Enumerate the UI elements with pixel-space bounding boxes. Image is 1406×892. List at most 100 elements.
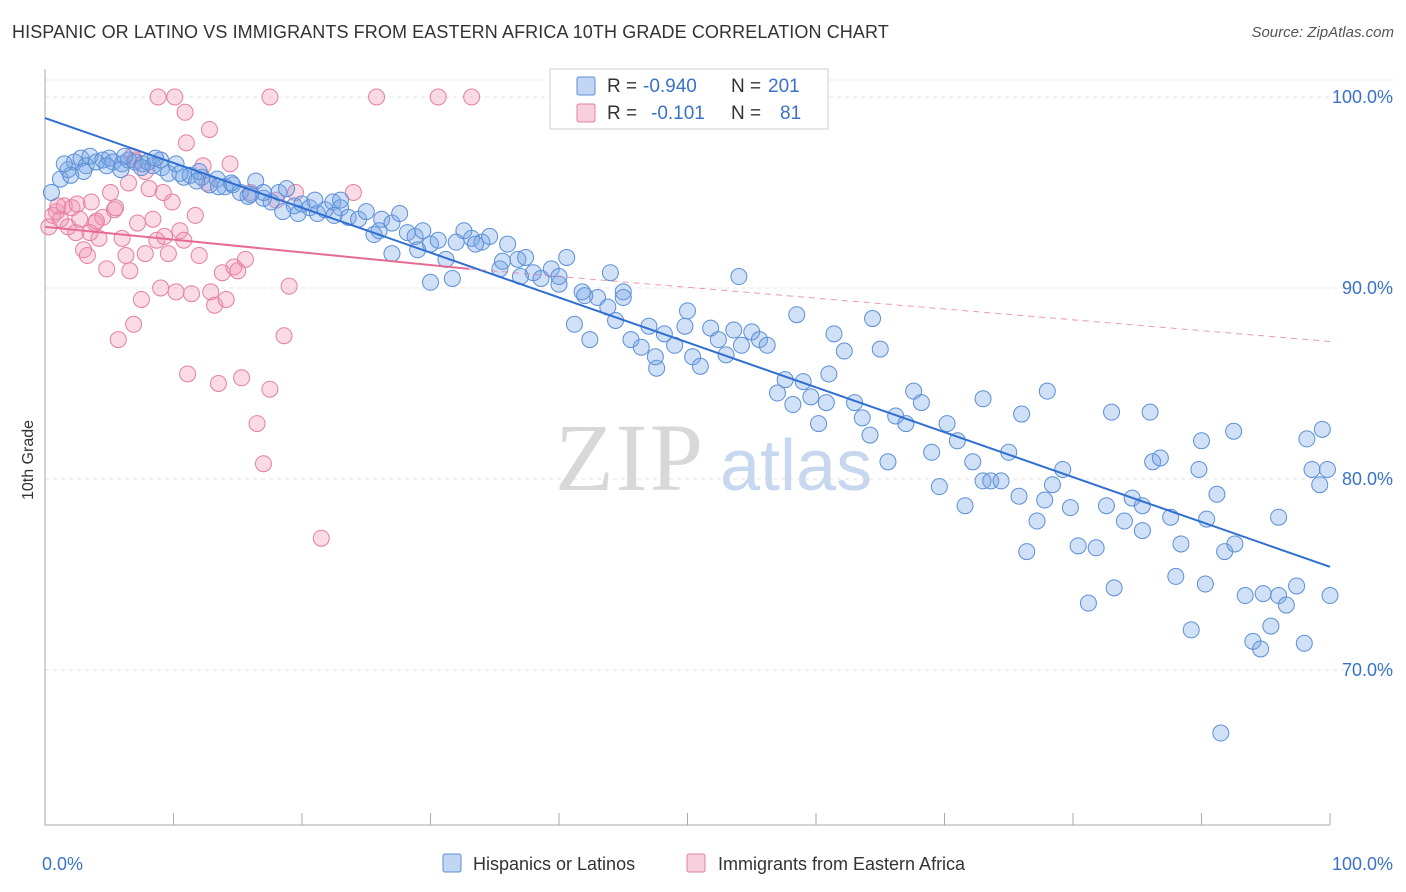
data-point-pink	[275, 327, 293, 345]
data-point-blue	[1311, 476, 1329, 494]
data-point-pink	[140, 180, 158, 198]
data-point-blue	[730, 268, 748, 286]
data-point-blue	[1172, 535, 1190, 553]
data-point-blue	[679, 302, 696, 320]
data-point-pink	[202, 283, 220, 301]
trend-line-pink	[44, 225, 470, 270]
data-point-pink	[248, 415, 266, 433]
data-point-pink	[159, 245, 177, 263]
data-point-blue	[466, 235, 484, 253]
y-tick-label: 80.0%	[1342, 469, 1393, 489]
data-point-blue	[1225, 422, 1243, 440]
stats-pink-n-label: N =	[731, 103, 761, 124]
data-point-blue	[912, 394, 930, 412]
legend-blue-label: Hispanics or Latinos	[473, 854, 635, 874]
data-point-blue	[788, 306, 806, 324]
data-point-blue	[274, 203, 292, 221]
data-point-blue	[1144, 453, 1162, 471]
data-point-blue	[820, 365, 838, 383]
data-point-blue	[370, 222, 388, 240]
data-point-blue	[1043, 476, 1061, 494]
trend-lines	[44, 117, 1331, 568]
series-legend: Hispanics or Latinos Immigrants from Eas…	[442, 853, 966, 874]
data-point-pink	[82, 193, 100, 211]
data-point-blue	[923, 443, 941, 461]
data-point-pink	[163, 193, 181, 211]
data-point-blue	[1208, 485, 1226, 503]
data-point-blue	[601, 264, 619, 282]
data-point-blue	[1196, 575, 1214, 593]
data-point-blue	[758, 336, 776, 354]
data-point-blue	[339, 208, 357, 226]
data-point-blue	[879, 453, 897, 471]
data-point-blue	[499, 235, 517, 253]
data-point-pink	[125, 315, 143, 333]
data-point-blue	[278, 180, 296, 198]
data-point-blue	[691, 357, 709, 375]
stats-blue-swatch	[576, 76, 596, 96]
data-point-blue	[1141, 403, 1159, 421]
series-blue-points	[42, 147, 1339, 742]
data-point-pink	[154, 184, 172, 201]
data-point-blue	[1097, 497, 1115, 515]
data-point-pink	[182, 285, 200, 303]
data-point-pink	[102, 184, 120, 201]
data-point-blue	[332, 191, 350, 209]
data-point-pink	[344, 184, 362, 201]
data-point-blue	[825, 325, 843, 343]
data-point-pink	[90, 229, 108, 247]
data-point-blue	[794, 373, 812, 391]
data-point-blue	[1182, 621, 1200, 639]
data-point-pink	[98, 260, 116, 278]
data-point-pink	[186, 206, 204, 224]
data-point-pink	[132, 290, 150, 308]
data-point-blue	[306, 191, 324, 209]
data-point-blue	[81, 147, 99, 165]
tick-labels: 70.0% 80.0% 90.0% 100.0% 0.0% 100.0%	[42, 87, 1393, 874]
data-point-pink	[149, 88, 167, 106]
data-point-blue	[422, 273, 439, 291]
data-point-blue	[992, 472, 1010, 490]
data-point-blue	[1298, 430, 1316, 448]
data-point-blue	[1270, 508, 1288, 526]
data-point-pink	[109, 331, 127, 349]
data-point-pink	[261, 88, 279, 106]
data-point-pink	[280, 277, 298, 295]
data-point-pink	[148, 231, 166, 249]
data-point-blue	[87, 153, 105, 171]
data-point-blue	[614, 289, 632, 307]
data-point-pink	[166, 88, 184, 106]
data-point-blue	[1236, 587, 1254, 605]
data-point-blue	[930, 478, 948, 496]
watermark-zip: ZIP	[555, 404, 705, 511]
data-point-blue	[1061, 499, 1079, 517]
data-point-blue	[614, 283, 632, 301]
data-point-blue	[1054, 460, 1072, 478]
watermark-atlas: atlas	[720, 426, 872, 506]
data-point-pink	[233, 369, 251, 387]
data-point-blue	[357, 203, 375, 221]
stats-pink-r-label: R =	[607, 103, 637, 124]
data-point-blue	[948, 432, 966, 450]
data-point-blue	[481, 227, 499, 245]
data-point-blue	[1321, 587, 1339, 605]
data-point-blue	[817, 394, 835, 412]
data-point-blue	[1277, 596, 1295, 614]
data-point-pink	[190, 247, 208, 265]
stats-legend: R = -0.940 N = 201 R = -0.101 N = 81	[549, 68, 829, 130]
stats-pink-swatch	[576, 103, 596, 123]
data-point-blue	[709, 331, 727, 349]
x-tick-label: 0.0%	[42, 854, 83, 874]
data-point-blue	[1103, 403, 1121, 421]
data-point-blue	[1115, 512, 1133, 530]
data-point-blue	[1318, 460, 1336, 478]
data-point-blue	[1190, 460, 1208, 478]
data-point-pink	[156, 227, 174, 245]
data-point-blue	[864, 310, 882, 328]
data-point-pink	[312, 529, 330, 547]
data-point-blue	[116, 147, 134, 165]
data-point-blue	[1313, 420, 1331, 438]
data-point-blue	[732, 336, 750, 354]
data-point-blue	[802, 388, 820, 406]
